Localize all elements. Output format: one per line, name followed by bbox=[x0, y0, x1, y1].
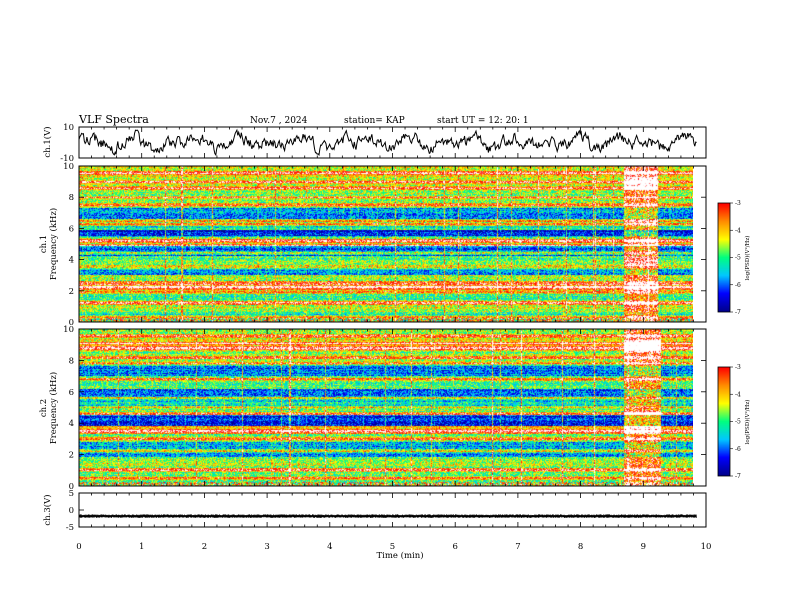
ch1-colorbar-label: log(PSD)(V²/Hz) bbox=[744, 236, 751, 281]
station-label: station= KAP bbox=[344, 116, 405, 126]
ch2-colorbar-tick-label-4: -7 bbox=[735, 473, 741, 480]
ch1-spectrogram-ytick-label-4: 8 bbox=[69, 193, 74, 203]
ch2-spectrogram-ytick-label-4: 8 bbox=[69, 356, 74, 366]
ch1-waveform-ylabel: ch.1(V) bbox=[42, 126, 53, 157]
time-axis-label: Time (min) bbox=[376, 550, 423, 561]
ch1-colorbar-ticks: -3 -4 -5 -6 -7 bbox=[730, 200, 741, 316]
time-tick-label-2: 2 bbox=[202, 542, 207, 552]
ch1-waveform-line bbox=[78, 128, 697, 157]
ch3-waveform-ylabel: ch.3(V) bbox=[42, 494, 53, 525]
time-tick-label-1: 1 bbox=[139, 542, 144, 552]
ch2-spectrogram-ytick-label-0: 0 bbox=[69, 482, 74, 492]
ch2-spectrogram-ylabel-frequency: Frequency (kHz) bbox=[48, 372, 59, 444]
ch1-colorbar-tick-label-3: -6 bbox=[735, 282, 741, 289]
ch2-spectrogram-yticks: 0 2 4 6 8 10 bbox=[63, 325, 706, 492]
ch2-colorbar-tick-label-1: -4 bbox=[735, 391, 741, 398]
time-tick-label-6: 6 bbox=[452, 542, 457, 552]
ch3-ytick-label-0: 5 bbox=[69, 489, 74, 499]
time-tick-label-9: 9 bbox=[641, 542, 646, 552]
figure-title: VLF Spectra bbox=[78, 113, 149, 126]
ch2-colorbar-tick-label-2: -5 bbox=[735, 419, 741, 426]
ch2-spectrogram-image bbox=[79, 329, 693, 486]
ch3-waveform-line bbox=[78, 514, 697, 519]
ch2-colorbar-tick-label-3: -6 bbox=[735, 446, 741, 453]
ch2-colorbar-label: log(PSD)(V²/Hz) bbox=[744, 400, 751, 445]
ch1-spectrogram-image bbox=[79, 166, 693, 322]
time-tick-label-0: 0 bbox=[76, 542, 81, 552]
ch1-colorbar-tick-label-4: -7 bbox=[735, 309, 741, 316]
ch1-colorbar-tick-label-2: -5 bbox=[735, 255, 741, 262]
ch1-spectrogram-ylabel-frequency: Frequency (kHz) bbox=[48, 208, 59, 280]
time-tick-label-7: 7 bbox=[515, 542, 520, 552]
ch2-spectrogram-ylabel-channel: ch.2 bbox=[39, 399, 49, 417]
ch3-ytick-label-2: -5 bbox=[66, 523, 74, 533]
time-tick-label-5: 5 bbox=[390, 542, 395, 552]
ch1-ytick-top: 10 bbox=[63, 123, 74, 133]
ch1-colorbar: -3 -4 -5 -6 -7 log(PSD)(V²/Hz) bbox=[717, 200, 751, 316]
ch1-spectrogram-ytick-label-5: 10 bbox=[63, 162, 74, 172]
time-axis-tick-labels: 0 1 2 3 4 5 6 7 8 9 10 bbox=[76, 542, 711, 552]
ch2-spectrogram-ytick-label-2: 4 bbox=[69, 419, 74, 429]
ch2-colorbar-tick-label-0: -3 bbox=[735, 364, 741, 371]
ch3-waveform-frame bbox=[78, 492, 707, 528]
time-axis-tick-marks bbox=[78, 127, 707, 527]
ch3-waveform-yticks: 5 0 -5 bbox=[66, 489, 84, 533]
ch1-spectrogram-ytick-label-0: 0 bbox=[69, 318, 74, 328]
ch2-colorbar-gradient bbox=[718, 367, 730, 476]
ch1-spectrogram-yticks: 0 2 4 6 8 10 bbox=[63, 162, 706, 328]
time-tick-label-8: 8 bbox=[578, 542, 583, 552]
ch1-spectrogram-panel: 0 2 4 6 8 10 ch.1 Frequency (kHz) bbox=[39, 162, 707, 328]
ch1-colorbar-tick-label-0: -3 bbox=[735, 200, 741, 207]
ch2-spectrogram-ytick-label-5: 10 bbox=[63, 325, 74, 335]
time-tick-label-4: 4 bbox=[327, 542, 332, 552]
ch2-colorbar: -3 -4 -5 -6 -7 log(PSD)(V²/Hz) bbox=[717, 364, 751, 480]
ch1-spectrogram-ytick-label-1: 2 bbox=[69, 287, 74, 297]
ch2-spectrogram-ytick-label-3: 6 bbox=[69, 388, 74, 398]
ch2-spectrogram-panel: 0 2 4 6 8 10 ch.2 Frequency (kHz) bbox=[39, 325, 707, 492]
ch1-colorbar-tick-label-1: -4 bbox=[735, 227, 741, 234]
time-tick-label-3: 3 bbox=[264, 542, 269, 552]
ch1-spectrogram-ytick-label-3: 6 bbox=[69, 224, 74, 234]
start-time-label: start UT = 12: 20: 1 bbox=[437, 116, 529, 126]
ch3-ytick-label-1: 0 bbox=[69, 506, 74, 516]
date-label: Nov.7 , 2024 bbox=[250, 116, 308, 126]
ch1-spectrogram-ytick-label-2: 4 bbox=[69, 256, 74, 266]
ch2-spectrogram-ytick-label-1: 2 bbox=[69, 451, 74, 461]
ch1-ytick-bottom: -10 bbox=[60, 154, 74, 164]
ch2-colorbar-ticks: -3 -4 -5 -6 -7 bbox=[730, 364, 741, 480]
ch1-spectrogram-ylabel-channel: ch.1 bbox=[39, 235, 49, 253]
ch1-colorbar-gradient bbox=[718, 203, 730, 312]
time-tick-label-10: 10 bbox=[701, 542, 712, 552]
